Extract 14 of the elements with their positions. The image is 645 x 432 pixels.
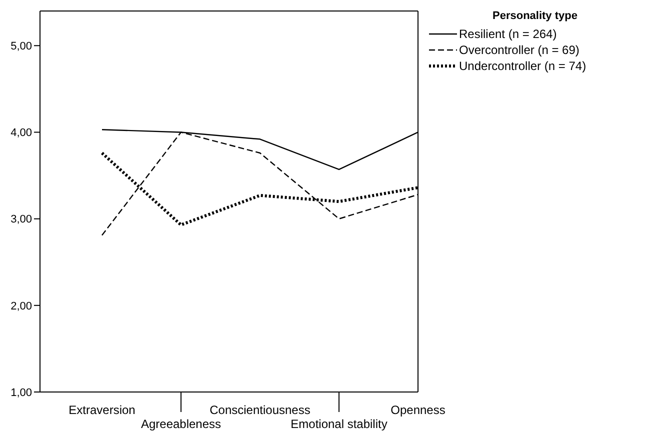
y-tick-label: 4,00 bbox=[10, 127, 32, 140]
y-tick-label: 1,00 bbox=[10, 386, 32, 399]
legend-label: Overcontroller (n = 69) bbox=[459, 43, 580, 57]
x-tick-label: Extraversion bbox=[68, 403, 136, 417]
legend-title: Personality type bbox=[492, 10, 578, 22]
y-tick-label: 3,00 bbox=[10, 214, 32, 226]
x-tick-label: Openness bbox=[390, 403, 446, 417]
x-tick-label: Emotional stability bbox=[290, 417, 388, 431]
x-tick-label: Conscientiousness bbox=[210, 403, 310, 417]
legend-label: Resilient (n = 264) bbox=[459, 27, 557, 41]
legend-label: Undercontroller (n = 74) bbox=[459, 59, 586, 73]
y-tick-label: 5,00 bbox=[10, 40, 32, 53]
y-tick-label: 2,00 bbox=[10, 300, 32, 312]
x-tick-label: Agreeableness bbox=[140, 417, 222, 431]
